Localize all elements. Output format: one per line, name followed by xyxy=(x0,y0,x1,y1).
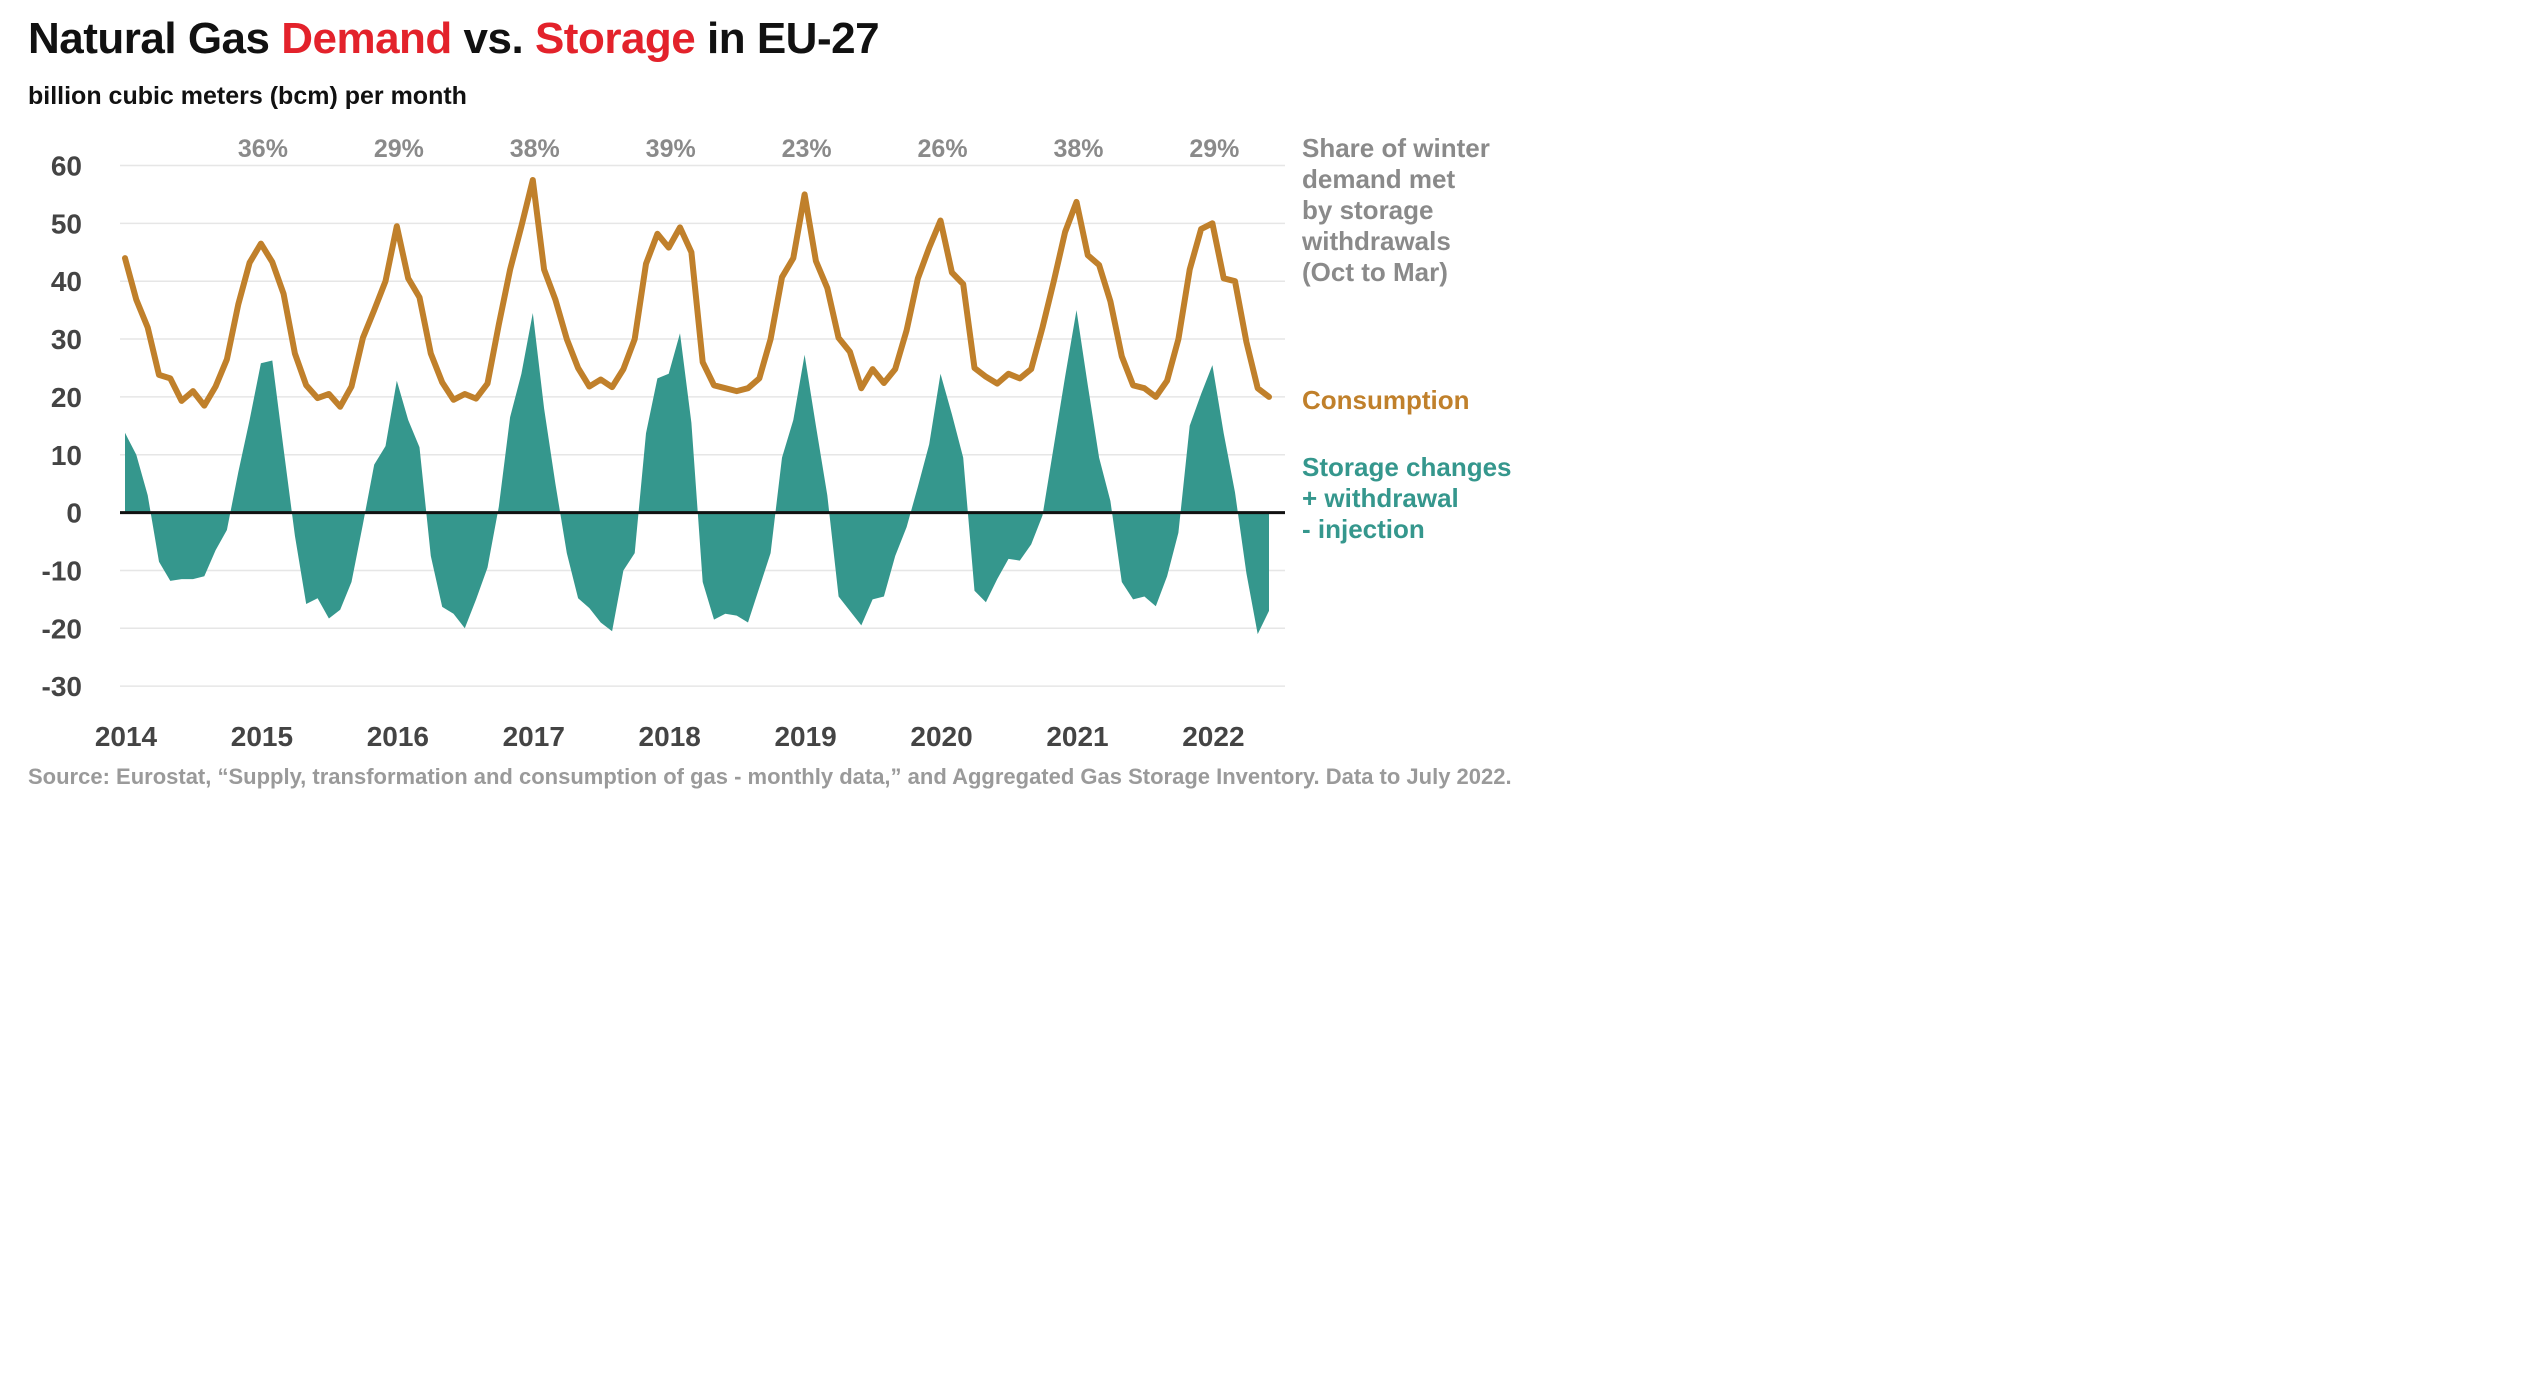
title-storage: Storage xyxy=(534,14,696,63)
grid-lines xyxy=(120,164,1285,687)
source-note: Source: Eurostat, “Supply, transformatio… xyxy=(28,764,1512,789)
x-tick-label: 2017 xyxy=(503,721,565,752)
winter-share-label: 29% xyxy=(374,135,424,163)
y-tick-label: 60 xyxy=(51,151,82,182)
x-tick-label: 2016 xyxy=(367,721,429,752)
x-tick-label: 2021 xyxy=(1046,721,1108,752)
x-tick-label: 2014 xyxy=(95,721,158,752)
y-tick-label: -20 xyxy=(42,613,82,644)
share-legend-label: Share of winter demand met by storage wi… xyxy=(1302,133,1490,287)
y-tick-label: 0 xyxy=(66,498,82,529)
storage-legend-label: Storage changes + withdrawal - injection xyxy=(1302,452,1512,544)
y-tick-label: -10 xyxy=(42,555,82,586)
winter-share-label: 29% xyxy=(1189,135,1239,163)
winter-share-label: 39% xyxy=(646,135,696,163)
chart-title: Natural Gas Demand vs. Storage in EU-27 xyxy=(28,14,880,64)
y-axis-ticks: 60 50 40 30 20 10 0 -10 -20 -30 xyxy=(42,151,82,703)
title-part3: in EU-27 xyxy=(695,14,880,63)
y-tick-label: 10 xyxy=(51,440,82,471)
consumption-line xyxy=(122,177,1272,410)
winter-share-label: 26% xyxy=(918,135,968,163)
storage-area-layer xyxy=(125,310,1269,635)
x-axis-ticks: 2014 2015 2016 2017 2018 2019 2020 2021 2022 xyxy=(95,721,1245,752)
consumption-line-layer xyxy=(122,177,1272,410)
x-tick-label: 2022 xyxy=(1182,721,1244,752)
y-tick-label: 20 xyxy=(51,382,82,413)
x-tick-label: 2018 xyxy=(639,721,701,752)
storage-area xyxy=(125,310,1269,635)
winter-share-labels: 36% 29% 38% 39% 23% 26% 38% 29% xyxy=(238,135,1240,163)
y-tick-label: 50 xyxy=(51,208,82,239)
y-tick-label: 40 xyxy=(51,266,82,297)
y-tick-label: -30 xyxy=(42,671,82,702)
y-tick-label: 30 xyxy=(51,324,82,355)
x-tick-label: 2019 xyxy=(774,721,836,752)
winter-share-label: 38% xyxy=(510,135,560,163)
winter-share-label: 23% xyxy=(782,135,832,163)
title-part1: Natural Gas xyxy=(28,14,282,63)
title-part2: vs. xyxy=(451,14,535,63)
x-tick-label: 2020 xyxy=(910,721,972,752)
title-demand: Demand xyxy=(281,14,452,63)
x-tick-label: 2015 xyxy=(231,721,293,752)
chart-subtitle: billion cubic meters (bcm) per month xyxy=(28,82,467,110)
winter-share-label: 36% xyxy=(238,135,288,163)
consumption-legend-label: Consumption xyxy=(1302,385,1470,415)
winter-share-label: 38% xyxy=(1053,135,1103,163)
